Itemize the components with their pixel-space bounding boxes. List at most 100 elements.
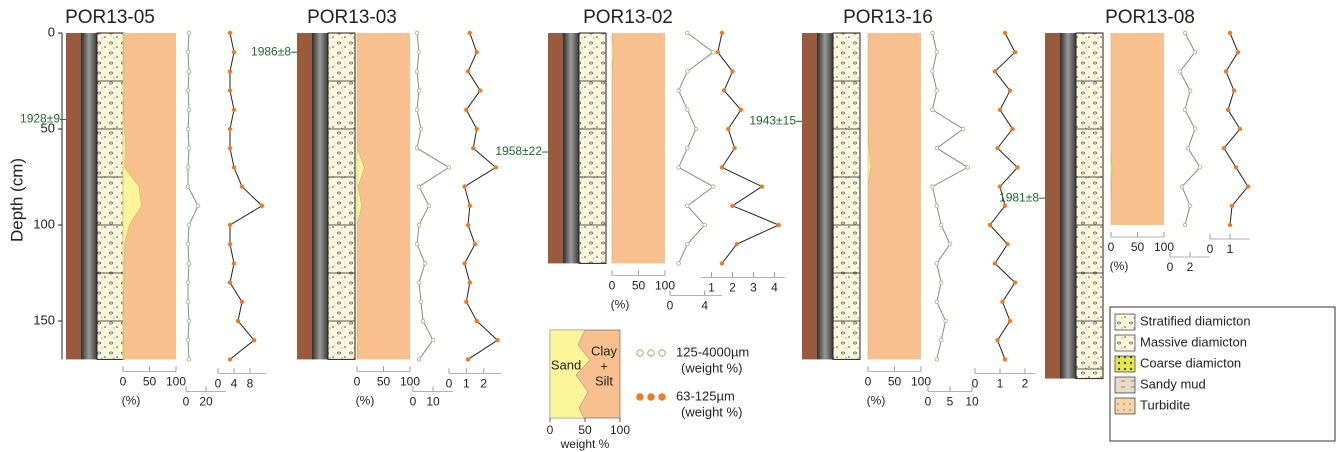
fine-point [227, 280, 233, 285]
legend-xlabel: weight % [560, 437, 610, 451]
sand-area [867, 33, 871, 360]
fine-point [732, 145, 737, 151]
fine-point [227, 241, 233, 247]
sand-tick-label: 50 [377, 375, 391, 389]
fine-point [239, 299, 245, 304]
coarse-point [685, 69, 690, 74]
sand-axis-title: (%) [122, 394, 141, 408]
coarse-point [185, 338, 191, 343]
coarse-point [961, 126, 966, 132]
fine-line [229, 32, 263, 360]
fine-point [1002, 203, 1008, 208]
coarse-point [702, 222, 707, 228]
fine-point [462, 184, 467, 189]
coarse-point [934, 299, 939, 304]
fine-tick-label: 8 [247, 377, 254, 391]
coarse-point [185, 280, 191, 285]
coarse-point [185, 165, 191, 170]
coarse-point [934, 88, 939, 93]
coarse-point [186, 107, 192, 112]
coarse-point [1192, 50, 1198, 55]
y-tick-label: 100 [33, 216, 55, 231]
fine-point [472, 241, 478, 247]
coarse-point [186, 222, 192, 228]
fine-point [1007, 88, 1013, 93]
fine-point [227, 88, 233, 93]
legend-clay-label: Clay [591, 343, 618, 358]
fine-point [259, 203, 265, 208]
fine-point [1227, 222, 1233, 228]
fine-point [1012, 50, 1018, 55]
fine-point [227, 30, 233, 36]
coarse-point [195, 203, 201, 208]
coarse-point [1192, 126, 1198, 132]
legend-marker [647, 349, 655, 357]
coarse-point [1182, 222, 1188, 228]
coarse-point [1182, 30, 1188, 36]
sand-axis-title: (%) [356, 394, 375, 408]
coarse-tick-label: 0 [925, 395, 932, 409]
fine-point [467, 203, 472, 208]
legend-label: 63-125µm [676, 388, 735, 403]
y-tick-label: 50 [41, 120, 55, 135]
fine-point [1225, 107, 1231, 112]
fine-point [1012, 280, 1018, 285]
y-tick-label: 150 [33, 312, 55, 327]
fine-tick-label: 0 [972, 377, 979, 391]
fine-tick-label: 0 [446, 377, 453, 391]
coarse-tick-label: 2 [1187, 260, 1194, 274]
coarse-point [416, 88, 422, 93]
legend-clay-label: Silt [595, 373, 613, 388]
fine-point [992, 261, 998, 266]
coarse-point [939, 338, 944, 343]
age-label: 1981±8 [999, 190, 1039, 204]
fine-point [1002, 357, 1008, 362]
sand-tick-label: 100 [400, 375, 420, 389]
fine-point [465, 222, 471, 228]
fine-point [231, 50, 237, 55]
coarse-point [1177, 69, 1183, 74]
core-xray [81, 33, 97, 360]
coarse-tick-label: 0 [667, 299, 674, 313]
fine-point [227, 222, 233, 228]
fine-point [239, 184, 245, 189]
legend-sand-label: Sand [551, 357, 581, 372]
core-photo [802, 33, 817, 360]
fine-point [730, 69, 735, 74]
coarse-point [1187, 203, 1193, 208]
coarse-point [685, 203, 690, 208]
fine-point [478, 88, 483, 93]
fine-point [1229, 203, 1235, 208]
coarse-line [678, 32, 715, 264]
fine-point [992, 69, 998, 74]
y-tick-label: 0 [48, 24, 55, 39]
legend-unit: (weight %) [681, 404, 742, 419]
coarse-tick-label: 4 [701, 299, 708, 313]
coarse-point [1187, 88, 1193, 93]
sand-area [1110, 33, 1113, 225]
coarse-tick-label: 10 [426, 395, 440, 409]
fine-point [227, 126, 233, 132]
coarse-point [939, 222, 944, 228]
fine-point [464, 299, 469, 304]
sand-tick-label: 50 [888, 375, 902, 389]
core-photo [297, 33, 312, 360]
legend-swatch [1114, 313, 1136, 331]
core-xray [312, 33, 328, 360]
fine-point [1002, 30, 1008, 36]
legend-marker [658, 393, 666, 401]
coarse-point [943, 318, 948, 324]
fine-tick-label: 3 [750, 281, 757, 295]
clay-silt-area [612, 33, 665, 264]
coarse-point [676, 165, 681, 170]
legend-swatch [1114, 397, 1136, 415]
fine-line [464, 32, 499, 360]
fine-point [1245, 184, 1251, 189]
coarse-point [185, 241, 191, 247]
fine-point [987, 222, 993, 228]
sand-tick-label: 100 [166, 375, 186, 389]
coarse-point [186, 145, 192, 151]
legend-clay-label: + [600, 358, 608, 373]
coarse-point [414, 145, 420, 151]
